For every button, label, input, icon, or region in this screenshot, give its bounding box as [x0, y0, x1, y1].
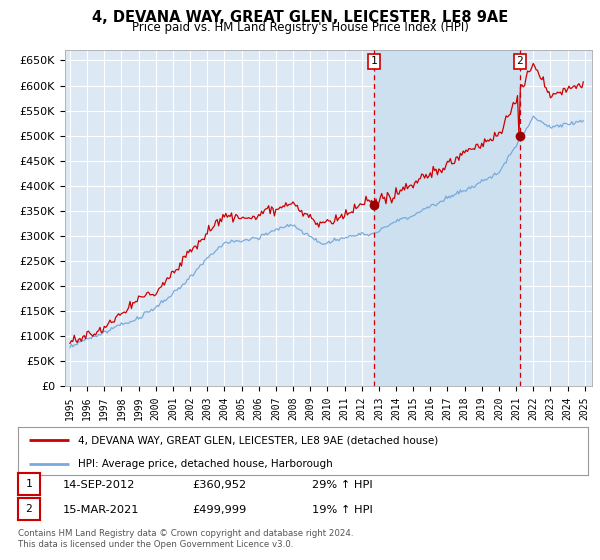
Text: 14-SEP-2012: 14-SEP-2012 — [63, 480, 136, 490]
Text: £499,999: £499,999 — [192, 505, 246, 515]
Text: HPI: Average price, detached house, Harborough: HPI: Average price, detached house, Harb… — [78, 459, 332, 469]
Text: 15-MAR-2021: 15-MAR-2021 — [63, 505, 139, 515]
Text: Price paid vs. HM Land Registry's House Price Index (HPI): Price paid vs. HM Land Registry's House … — [131, 21, 469, 34]
Text: Contains HM Land Registry data © Crown copyright and database right 2024.
This d: Contains HM Land Registry data © Crown c… — [18, 529, 353, 549]
Text: 1: 1 — [370, 57, 377, 67]
Text: 4, DEVANA WAY, GREAT GLEN, LEICESTER, LE8 9AE: 4, DEVANA WAY, GREAT GLEN, LEICESTER, LE… — [92, 10, 508, 25]
Text: 2: 2 — [516, 57, 523, 67]
Text: 4, DEVANA WAY, GREAT GLEN, LEICESTER, LE8 9AE (detached house): 4, DEVANA WAY, GREAT GLEN, LEICESTER, LE… — [78, 435, 438, 445]
Text: 1: 1 — [25, 479, 32, 489]
Bar — [374, 50, 520, 386]
Text: 29% ↑ HPI: 29% ↑ HPI — [312, 480, 373, 490]
Text: 2: 2 — [25, 504, 32, 514]
Text: £360,952: £360,952 — [192, 480, 246, 490]
Text: 19% ↑ HPI: 19% ↑ HPI — [312, 505, 373, 515]
